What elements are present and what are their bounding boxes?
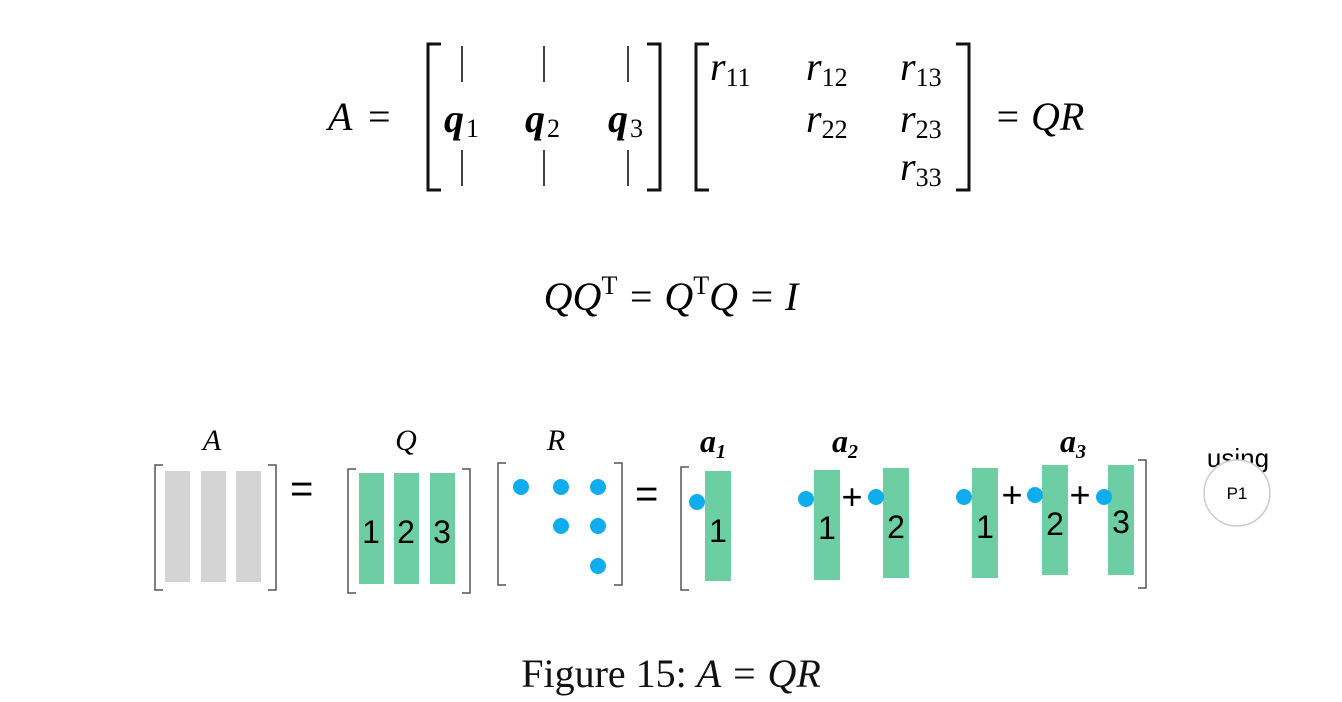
r-dot-22 <box>553 518 569 534</box>
q3-letter: q <box>608 96 628 141</box>
a2-plus: + <box>841 476 862 517</box>
q-matrix-right-bracket <box>647 42 662 192</box>
a3-col-1-number: 1 <box>976 509 994 545</box>
eq2-part3: Q = I <box>709 274 800 319</box>
q-column-1 <box>359 473 384 584</box>
equation-qr-matrix-form: A = q 1 q 2 q 3 r11 r12 r13 r22 r23 r33 … <box>325 42 1084 192</box>
a3-col-3-number: 3 <box>1112 504 1130 540</box>
p1-badge <box>1203 459 1271 527</box>
label-r: R <box>546 424 565 457</box>
r13: r13 <box>900 44 942 92</box>
r22: r22 <box>806 96 848 144</box>
q-column-3 <box>430 473 455 584</box>
a-column-3 <box>236 471 261 582</box>
r23: r23 <box>900 96 942 144</box>
a-matrix-left-bracket <box>154 464 163 591</box>
q-column-2 <box>394 473 419 584</box>
a3-q-column-1 <box>972 468 998 578</box>
a2-col-1-number: 1 <box>818 510 836 546</box>
r-diagram-left-bracket <box>497 462 506 586</box>
r12: r12 <box>806 44 848 92</box>
a3-dot-r13 <box>956 489 972 505</box>
a1-q-column-1 <box>705 471 731 581</box>
a3-col-2-number: 2 <box>1046 506 1064 542</box>
r-dot-11 <box>513 479 529 495</box>
result-right-bracket <box>1138 459 1147 589</box>
a1-dot-r11 <box>689 494 705 510</box>
a2-col-2-number: 2 <box>887 509 905 545</box>
r-dot-23 <box>590 518 606 534</box>
eq2-part1: QQ <box>544 274 602 319</box>
qr-column-diagram: A Q R a1 a2 a3 = 1 2 3 = 1 1 + 2 1 + 2 + <box>154 423 1271 594</box>
r-dot-13 <box>590 479 606 495</box>
r-matrix-left-bracket <box>694 42 709 192</box>
a2-dot-r12 <box>798 491 814 507</box>
q2-letter: q <box>525 96 545 141</box>
eq1-lhs: A <box>325 94 353 139</box>
figure-caption-prefix: Figure 15: <box>521 651 687 696</box>
q3-subscript: 3 <box>630 114 643 143</box>
q1-subscript: 1 <box>466 114 479 143</box>
a-matrix-right-bracket <box>268 464 277 591</box>
eq2-sup2: T <box>693 271 709 300</box>
label-a1: a1 <box>700 423 726 463</box>
r33: r33 <box>900 144 942 192</box>
a3-dot-r33 <box>1096 489 1112 505</box>
q-matrix-left-bracket <box>426 42 441 192</box>
a-column-1 <box>165 471 190 582</box>
a2-q-column-1 <box>814 470 840 580</box>
svg-text:QQT = QTQ = I: QQT = QTQ = I <box>544 271 800 319</box>
q-column-1-number: 1 <box>362 514 380 550</box>
eq2-part2: = Q <box>617 274 693 319</box>
equation-orthogonality: QQT = QTQ = I <box>544 271 800 319</box>
a3-q-column-2 <box>1042 465 1068 575</box>
a-column-2 <box>201 471 226 582</box>
q-column-3-number: 3 <box>433 514 451 550</box>
a3-dot-r23 <box>1027 487 1043 503</box>
r11: r11 <box>710 44 751 92</box>
q-diagram-right-bracket <box>462 468 471 594</box>
figure-caption: Figure 15: A = QR <box>0 650 1342 698</box>
eq1-equals: = <box>368 94 391 139</box>
eq1-rhs: = QR <box>994 94 1084 139</box>
r-diagram-right-bracket <box>614 462 623 586</box>
p1-badge-label: P1 <box>1227 484 1248 503</box>
q-diagram-left-bracket <box>347 468 356 594</box>
label-a3: a3 <box>1060 423 1086 463</box>
a1-col-1-number: 1 <box>709 513 727 549</box>
a2-q-column-2 <box>883 468 909 578</box>
result-left-bracket <box>680 466 689 591</box>
label-a2: a2 <box>832 423 858 463</box>
q1-letter: q <box>444 96 464 141</box>
label-a: A <box>201 424 222 457</box>
r-dot-12 <box>553 479 569 495</box>
r-matrix-right-bracket <box>956 42 971 192</box>
figure-caption-math: A = QR <box>696 651 821 696</box>
a3-q-column-3 <box>1108 465 1134 575</box>
a3-plus-1: + <box>1001 474 1022 515</box>
a2-dot-r22 <box>868 489 884 505</box>
eq2-sup1: T <box>601 271 617 300</box>
label-q: Q <box>395 424 417 457</box>
r-dot-33 <box>590 558 606 574</box>
q2-subscript: 2 <box>547 114 560 143</box>
q-column-2-number: 2 <box>397 514 415 550</box>
equals-sign-1: = <box>290 467 313 511</box>
a3-plus-2: + <box>1069 474 1090 515</box>
equals-sign-2: = <box>635 472 658 516</box>
